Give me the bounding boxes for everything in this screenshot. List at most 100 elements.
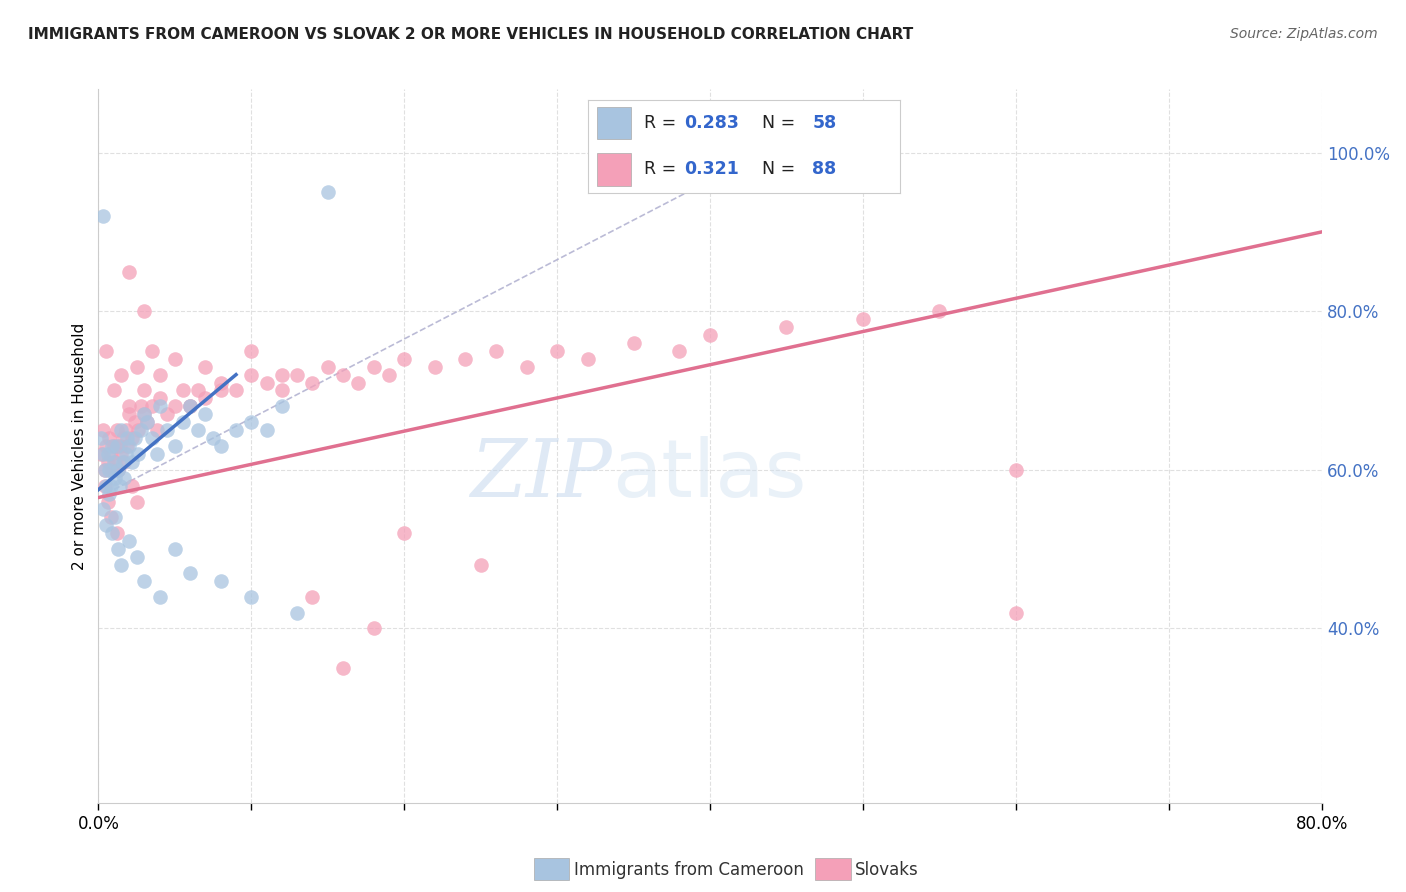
Point bbox=[136, 415, 159, 429]
Point bbox=[145, 423, 167, 437]
Point bbox=[187, 384, 209, 398]
Point bbox=[187, 423, 209, 437]
Point bbox=[115, 447, 138, 461]
Point bbox=[928, 304, 950, 318]
Point bbox=[392, 351, 416, 366]
Point bbox=[209, 574, 232, 588]
Text: IMMIGRANTS FROM CAMEROON VS SLOVAK 2 OR MORE VEHICLES IN HOUSEHOLD CORRELATION C: IMMIGRANTS FROM CAMEROON VS SLOVAK 2 OR … bbox=[28, 27, 914, 42]
Point bbox=[98, 486, 121, 500]
Point bbox=[101, 463, 124, 477]
Point bbox=[103, 439, 125, 453]
Point bbox=[134, 304, 156, 318]
Point bbox=[100, 510, 122, 524]
Point bbox=[110, 447, 132, 461]
Point bbox=[107, 463, 129, 477]
Text: Immigrants from Cameroon: Immigrants from Cameroon bbox=[574, 861, 803, 879]
Point bbox=[240, 590, 263, 604]
Point bbox=[118, 264, 141, 278]
Point bbox=[668, 343, 690, 358]
Point bbox=[125, 359, 148, 374]
Point bbox=[194, 359, 217, 374]
Point bbox=[423, 359, 446, 374]
Point bbox=[163, 439, 186, 453]
Point bbox=[516, 359, 538, 374]
Point bbox=[105, 526, 128, 541]
Point bbox=[163, 542, 186, 557]
Point bbox=[121, 431, 143, 445]
Point bbox=[90, 447, 112, 461]
Point bbox=[111, 431, 134, 445]
Point bbox=[316, 186, 339, 200]
Point bbox=[209, 376, 232, 390]
Point bbox=[141, 343, 163, 358]
Point bbox=[576, 351, 599, 366]
Text: Slovaks: Slovaks bbox=[855, 861, 918, 879]
Point bbox=[97, 455, 120, 469]
Point bbox=[98, 431, 121, 445]
Point bbox=[121, 478, 143, 492]
Point bbox=[470, 558, 492, 572]
Point bbox=[91, 447, 114, 461]
Point bbox=[332, 368, 354, 382]
Point bbox=[94, 439, 117, 453]
Point bbox=[97, 494, 120, 508]
Point bbox=[118, 400, 141, 414]
Point bbox=[149, 392, 172, 406]
Point bbox=[103, 384, 125, 398]
Point bbox=[699, 328, 721, 343]
Point bbox=[485, 343, 508, 358]
Point bbox=[179, 400, 201, 414]
Point bbox=[623, 335, 645, 350]
Point bbox=[179, 400, 201, 414]
Point bbox=[100, 447, 122, 461]
Point bbox=[118, 534, 141, 549]
Point bbox=[134, 384, 156, 398]
Point bbox=[285, 368, 308, 382]
Point bbox=[121, 455, 143, 469]
Point bbox=[225, 423, 247, 437]
Y-axis label: 2 or more Vehicles in Household: 2 or more Vehicles in Household bbox=[72, 322, 87, 570]
Point bbox=[107, 463, 129, 477]
Point bbox=[256, 423, 278, 437]
Point bbox=[134, 407, 156, 421]
Point bbox=[136, 415, 159, 429]
Point bbox=[101, 439, 124, 453]
Point bbox=[91, 502, 114, 516]
Point bbox=[112, 455, 135, 469]
Point bbox=[149, 400, 172, 414]
Point bbox=[110, 423, 132, 437]
Point bbox=[149, 368, 172, 382]
Point bbox=[240, 343, 263, 358]
Point bbox=[104, 510, 127, 524]
Point bbox=[108, 478, 131, 492]
Point bbox=[1004, 463, 1026, 477]
Point bbox=[105, 439, 128, 453]
Point bbox=[156, 423, 179, 437]
Text: atlas: atlas bbox=[612, 435, 807, 514]
Point bbox=[179, 400, 201, 414]
Point bbox=[118, 439, 141, 453]
Text: Source: ZipAtlas.com: Source: ZipAtlas.com bbox=[1230, 27, 1378, 41]
Point bbox=[108, 439, 131, 453]
Point bbox=[202, 431, 225, 445]
Point bbox=[91, 423, 114, 437]
Point bbox=[134, 407, 156, 421]
Point bbox=[546, 343, 568, 358]
Point bbox=[98, 463, 121, 477]
Point bbox=[104, 471, 127, 485]
Point bbox=[172, 415, 194, 429]
Point bbox=[127, 423, 149, 437]
Point bbox=[270, 368, 292, 382]
Point bbox=[118, 407, 141, 421]
Point bbox=[125, 549, 148, 564]
Point bbox=[179, 566, 201, 580]
Point bbox=[124, 431, 146, 445]
Point bbox=[194, 407, 217, 421]
Point bbox=[270, 400, 292, 414]
Point bbox=[129, 423, 152, 437]
Point bbox=[347, 376, 370, 390]
Point bbox=[91, 209, 114, 223]
Point bbox=[127, 447, 149, 461]
Point bbox=[93, 463, 115, 477]
Point bbox=[107, 542, 129, 557]
